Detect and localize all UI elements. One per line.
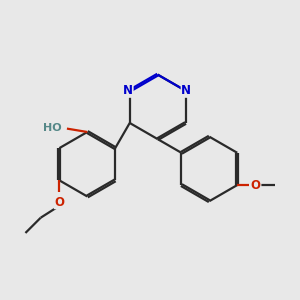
Text: O: O: [54, 196, 64, 208]
Text: N: N: [123, 84, 133, 97]
Text: O: O: [251, 178, 261, 192]
Text: N: N: [181, 84, 191, 97]
Text: HO: HO: [43, 123, 62, 133]
